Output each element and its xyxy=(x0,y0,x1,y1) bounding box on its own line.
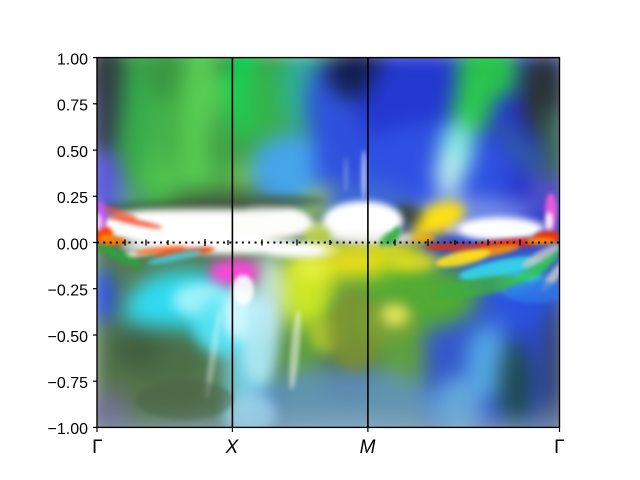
svg-text:Γ: Γ xyxy=(92,437,102,458)
svg-text:1.00: 1.00 xyxy=(57,51,88,68)
svg-text:−0.50: −0.50 xyxy=(48,329,89,346)
svg-text:M: M xyxy=(360,437,376,458)
svg-text:−1.00: −1.00 xyxy=(48,421,89,438)
svg-text:−0.25: −0.25 xyxy=(48,283,89,300)
svg-text:0.75: 0.75 xyxy=(57,98,88,115)
svg-text:−0.75: −0.75 xyxy=(48,375,89,392)
svg-text:0.00: 0.00 xyxy=(57,236,88,253)
svg-text:0.25: 0.25 xyxy=(57,190,88,207)
svg-text:0.50: 0.50 xyxy=(57,144,88,161)
svg-text:Γ: Γ xyxy=(554,437,564,458)
svg-text:X: X xyxy=(224,437,239,458)
